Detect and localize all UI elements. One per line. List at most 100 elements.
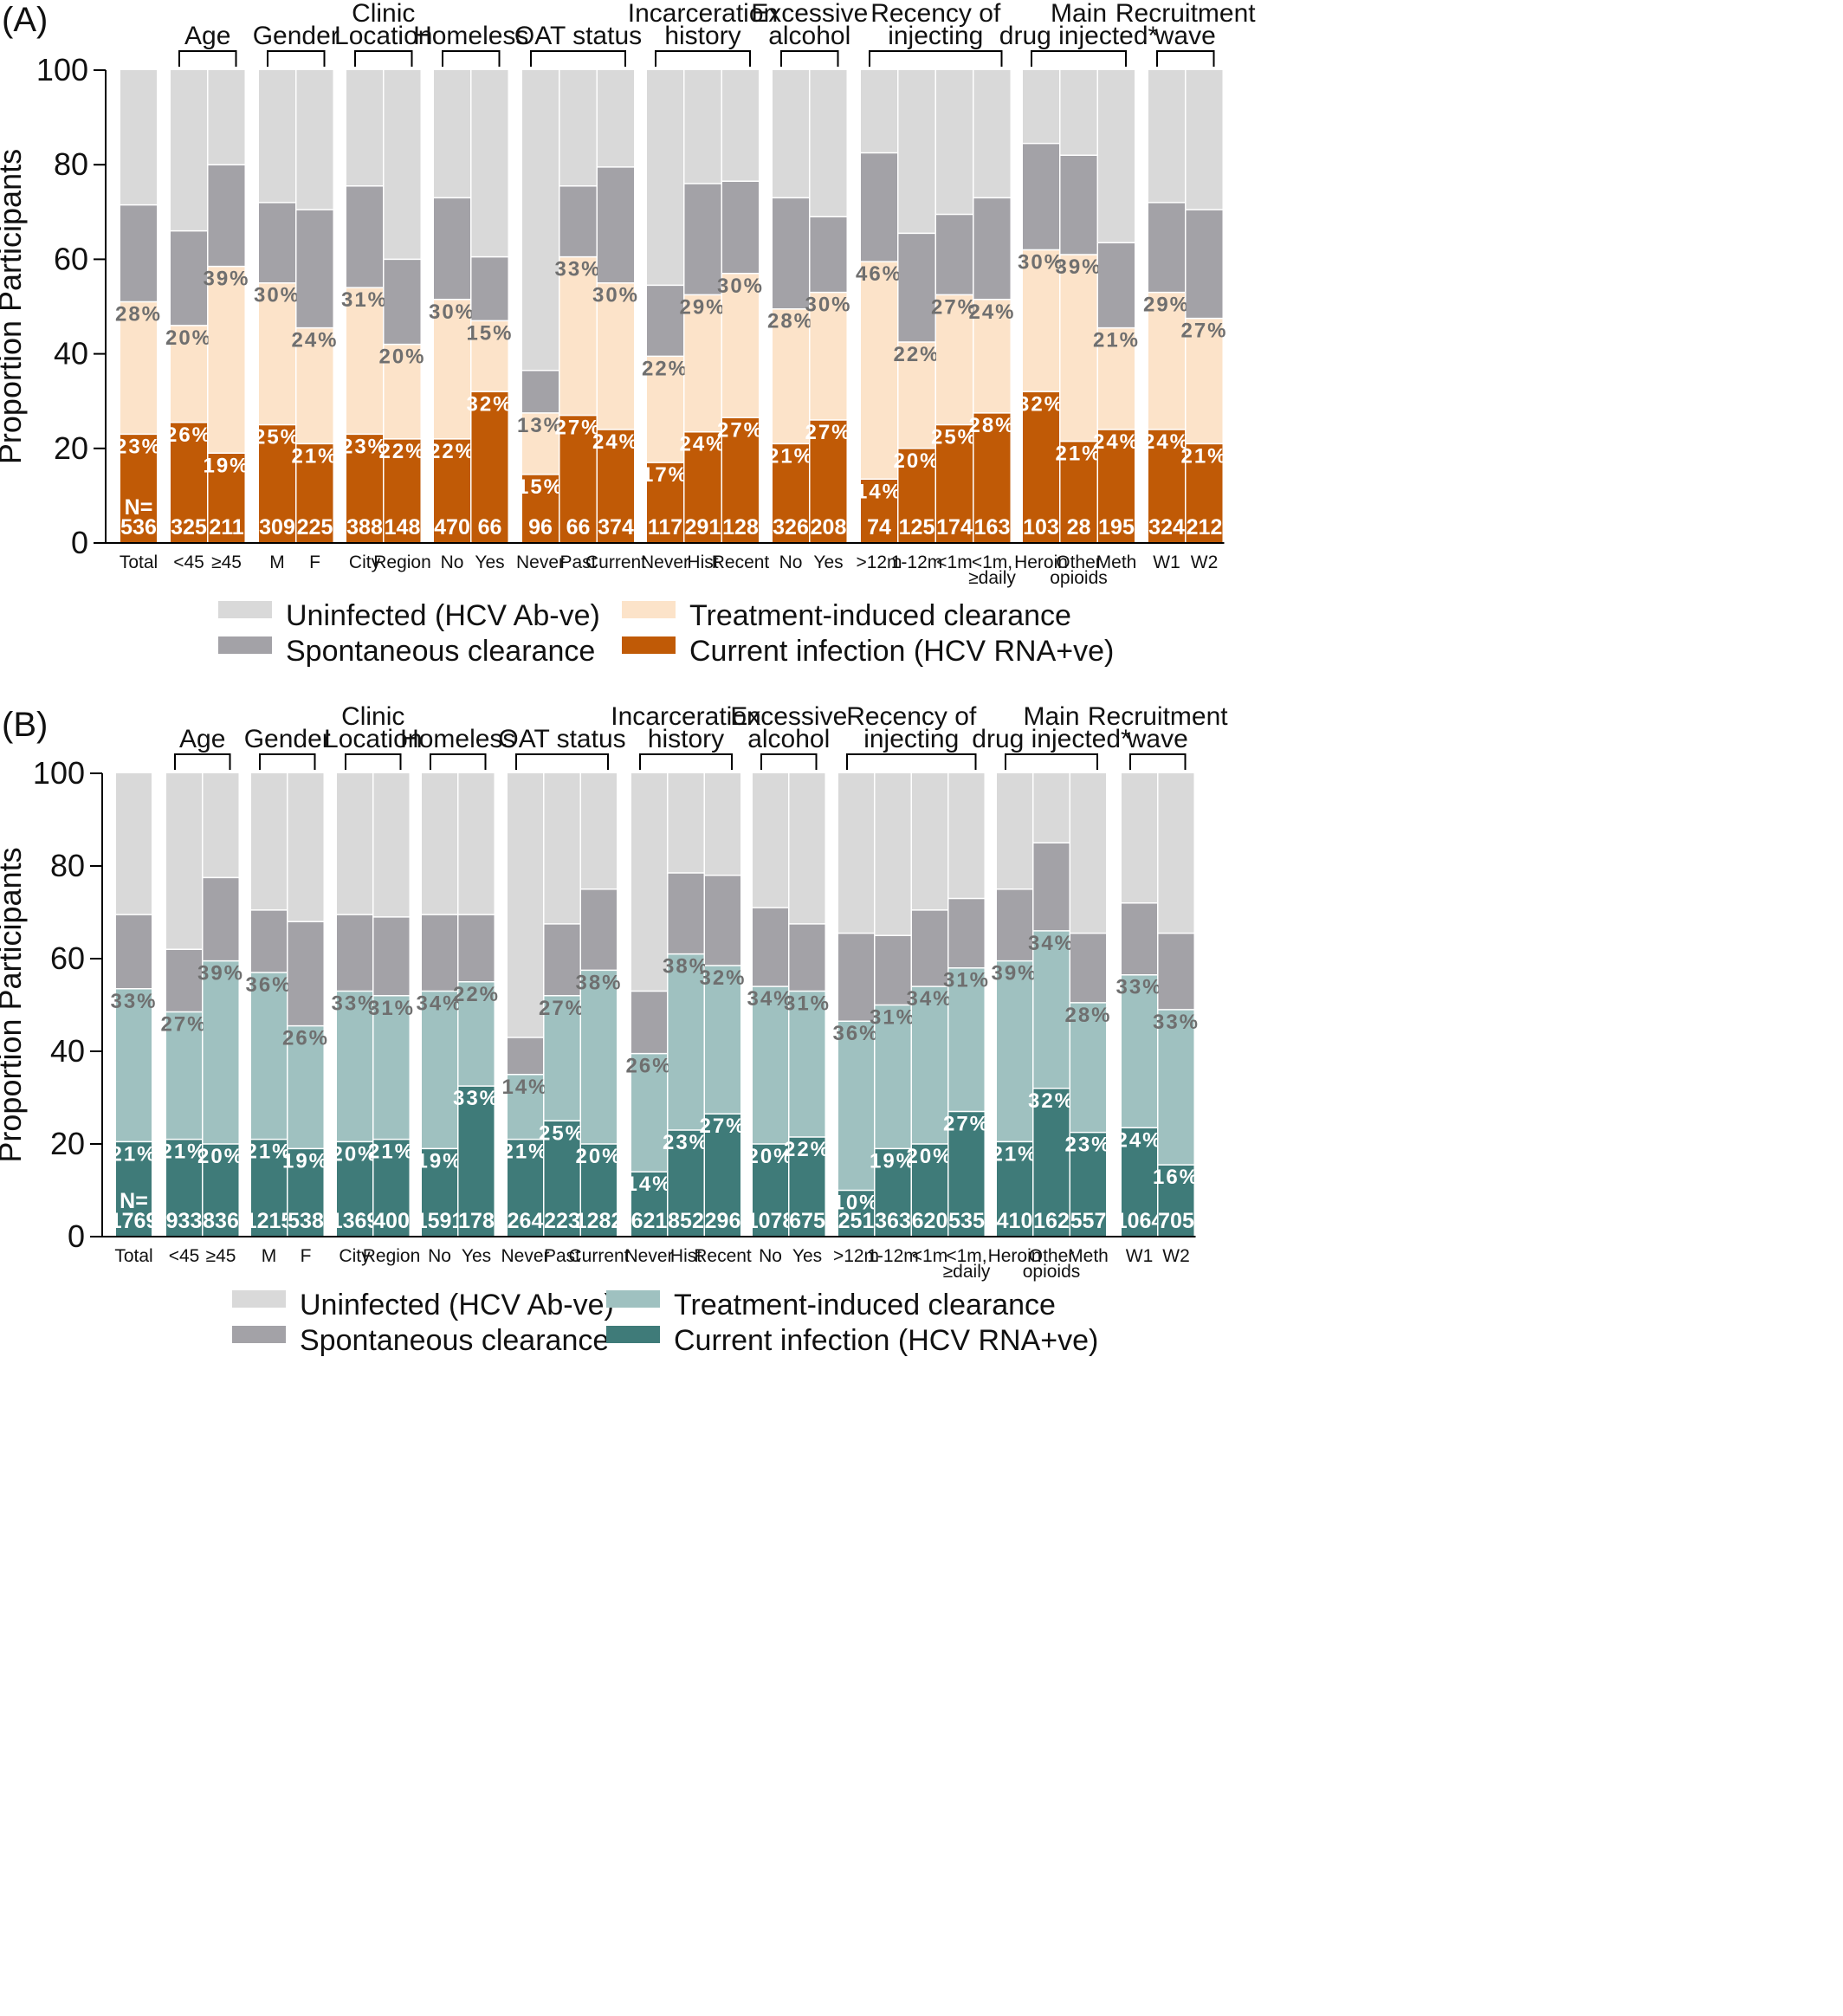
category-label: W1: [1126, 1246, 1154, 1266]
bar-segment-treatment: [422, 991, 457, 1149]
current-pct-label: 27%: [554, 417, 601, 440]
bar-segment-treatment: [120, 301, 157, 435]
treatment-pct-label: 33%: [1116, 976, 1162, 999]
current-pct-label: 19%: [870, 1149, 916, 1173]
bar-segment-spontaneous: [559, 185, 597, 257]
group-bracket: [267, 50, 326, 67]
current-pct-label: 23%: [341, 435, 388, 458]
bar-segment-spontaneous: [120, 204, 157, 302]
bar-segment-treatment: [898, 341, 935, 449]
bar-segment-treatment: [1148, 292, 1185, 430]
bar-segment-current: [166, 1139, 202, 1237]
bar-segment-current: [434, 438, 470, 543]
n-count-label: 1282: [575, 1209, 624, 1233]
bar-segment-treatment: [1186, 318, 1223, 444]
group-label: OAT status: [498, 725, 625, 753]
current-pct-label: 20%: [893, 449, 940, 473]
bar-segment-treatment: [647, 356, 683, 463]
current-pct-label: 19%: [282, 1149, 329, 1173]
treatment-pct-label: 31%: [943, 969, 990, 992]
category-label: Hist: [670, 1246, 702, 1266]
bar-segment-treatment: [773, 308, 809, 444]
bar-segment-treatment: [912, 986, 947, 1144]
bar-segment-spontaneous: [1148, 202, 1185, 293]
legend-swatch-spontaneous: [232, 1326, 286, 1343]
bar-segment-current: [1186, 443, 1223, 543]
group-label: drug injected*: [972, 725, 1131, 753]
panel-letter: (B): [2, 706, 48, 744]
n-count-label: 836: [203, 1209, 239, 1233]
bar-segment-current: [346, 434, 383, 543]
treatment-pct-label: 34%: [747, 987, 793, 1011]
legend-swatch-current: [622, 636, 676, 654]
bar-segment-uninfected: [116, 773, 152, 915]
category-label: Total: [114, 1246, 152, 1266]
group-label: history: [648, 725, 724, 753]
category-label: Recent: [712, 552, 770, 572]
n-count-label: 852: [668, 1209, 704, 1233]
bar-segment-uninfected: [598, 70, 634, 167]
group-label: Location: [334, 22, 432, 50]
bar-segment-current: [875, 1148, 911, 1237]
category-label: Meth: [1096, 552, 1137, 572]
bar-segment-treatment: [668, 953, 704, 1130]
bar-segment-treatment: [171, 325, 207, 423]
current-pct-label: 27%: [717, 418, 764, 442]
n-count-label: 374: [598, 515, 634, 540]
treatment-pct-label: 38%: [663, 955, 709, 979]
bar-segment-treatment: [296, 327, 333, 444]
category-label: Current: [585, 552, 646, 572]
bar-segment-treatment: [936, 294, 973, 425]
current-pct-label: 27%: [943, 1113, 990, 1136]
category-label: No: [779, 552, 803, 572]
bar-segment-spontaneous: [810, 216, 847, 293]
n-count-label: 388: [346, 515, 383, 540]
bar-segment-spontaneous: [458, 914, 495, 982]
current-pct-label: 27%: [805, 421, 851, 444]
treatment-pct-label: 26%: [282, 1027, 329, 1050]
current-pct-label: 21%: [368, 1140, 415, 1164]
category-label: Yes: [792, 1246, 822, 1266]
treatment-pct-label: 30%: [429, 300, 475, 324]
group-bracket: [430, 753, 487, 770]
bar-segment-spontaneous: [522, 370, 559, 413]
y-tick-label: 60: [50, 940, 85, 976]
bar-segment-uninfected: [166, 773, 202, 950]
y-tick-label: 40: [50, 1033, 85, 1069]
bar-segment-spontaneous: [861, 152, 897, 262]
category-label: No: [759, 1246, 782, 1266]
bar-segment-treatment: [631, 1053, 667, 1173]
n-count-label: 163: [974, 515, 1011, 540]
bar-segment-uninfected: [422, 773, 457, 915]
n-count-label: 96: [528, 515, 553, 540]
current-pct-label: 26%: [165, 423, 212, 447]
n-count-label: 148: [385, 515, 421, 540]
treatment-pct-label: 38%: [575, 971, 622, 994]
current-pct-label: 20%: [906, 1145, 953, 1168]
category-label: Never: [624, 1246, 673, 1266]
legend-swatch-uninfected: [232, 1290, 286, 1308]
bar-segment-spontaneous: [838, 933, 874, 1022]
bar-segment-uninfected: [1033, 773, 1070, 843]
bar-segment-uninfected: [948, 773, 985, 899]
treatment-pct-label: 14%: [501, 1076, 548, 1099]
treatment-pct-label: 39%: [991, 962, 1038, 985]
bar-segment-uninfected: [912, 773, 947, 910]
current-pct-label: 20%: [331, 1142, 378, 1166]
treatment-pct-label: 20%: [165, 326, 212, 350]
bar-segment-uninfected: [1098, 70, 1135, 243]
treatment-pct-label: 34%: [416, 992, 462, 1015]
group-label: Gender: [253, 22, 340, 50]
y-tick-label: 80: [54, 146, 88, 182]
bar-segment-current: [753, 1144, 788, 1237]
bar-segment-current: [559, 415, 597, 543]
treatment-pct-label: 27%: [539, 997, 585, 1020]
group-bracket: [345, 753, 402, 770]
bar-segment-uninfected: [203, 773, 239, 878]
n-count-label: 535: [948, 1209, 985, 1233]
group-label: Incarceration: [611, 702, 760, 731]
bar-segment-uninfected: [288, 773, 324, 922]
bar-segment-uninfected: [898, 70, 935, 234]
group-label: Recruitment: [1116, 0, 1256, 28]
category-label: 1-12m: [867, 1246, 919, 1266]
